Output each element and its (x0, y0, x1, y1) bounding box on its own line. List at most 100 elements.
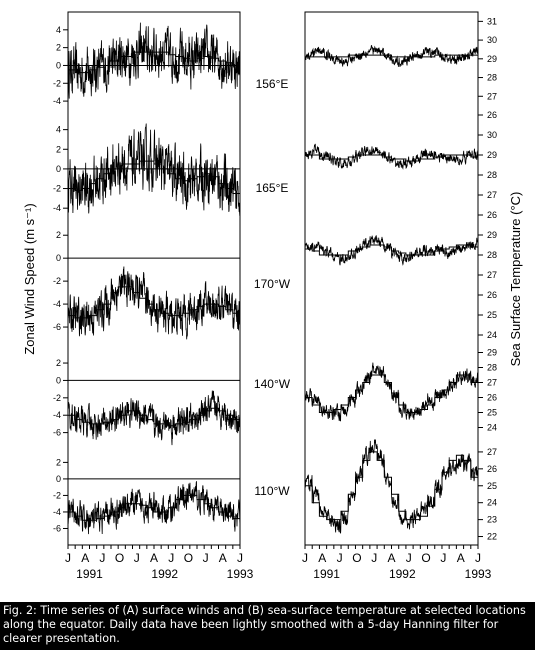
x-tick-label: A (219, 551, 227, 565)
y-tick-label: 28 (487, 73, 497, 83)
y-tick-label: 2 (56, 43, 61, 53)
y-tick-label: -6 (53, 322, 61, 332)
y-tick-label: -2 (53, 276, 61, 286)
year-label: 1993 (465, 567, 492, 581)
y-tick-label: 0 (56, 375, 61, 385)
y-tick-label: 0 (56, 60, 61, 70)
x-tick-label: A (150, 551, 158, 565)
x-tick-label: O (115, 551, 124, 565)
y-tick-label: 4 (56, 25, 61, 35)
y-tick-label: 27 (487, 447, 497, 457)
y-tick-label: 27 (487, 270, 497, 280)
x-tick-label: J (371, 551, 377, 565)
y-tick-label: -2 (53, 78, 61, 88)
station-label-4: 110°W (254, 484, 290, 498)
station-label-2: 170°W (254, 277, 291, 291)
x-tick-label: J (134, 551, 140, 565)
y-tick-label: 25 (487, 310, 497, 320)
y-tick-label: 28 (487, 170, 497, 180)
figure: J A J O J A J O J A J 1991 1992 1993 Zonal Wind Speed … (22, 11, 523, 581)
figure-caption: Fig. 2: Time series of (A) surface winds… (0, 602, 535, 650)
y-tick-label: 25 (487, 408, 497, 418)
y-tick-label: 24 (487, 423, 497, 433)
daily-series-A-1 (67, 123, 241, 217)
daily-series-B-1 (304, 143, 479, 170)
y-tick-label: 29 (487, 54, 497, 64)
y-tick-label: 0 (56, 474, 61, 484)
y-tick-label: 23 (487, 515, 497, 525)
y-tick-label: 26 (487, 393, 497, 403)
panel-B-frame (304, 11, 479, 546)
daily-series-B-4 (304, 439, 479, 534)
x-tick-label: J (237, 551, 243, 565)
y-tick-label: -2 (53, 490, 61, 500)
daily-series-B-2 (304, 235, 479, 266)
y-tick-label: 26 (487, 464, 497, 474)
y-tick-label: -4 (53, 96, 61, 106)
year-label: 1991 (313, 567, 340, 581)
y-tick-label: 24 (487, 330, 497, 340)
daily-series-A-3 (67, 390, 241, 446)
x-tick-label: J (440, 551, 446, 565)
y-tick-label: 28 (487, 250, 497, 260)
year-label: 1992 (389, 567, 416, 581)
panel-A-frame (67, 11, 241, 546)
x-tick-label: O (184, 551, 193, 565)
y-tick-label: 30 (487, 130, 497, 140)
y-tick-label: 28 (487, 363, 497, 373)
daily-series-A-2 (67, 266, 241, 340)
y-tick-label: 24 (487, 498, 497, 508)
x-tick-label: J (203, 551, 209, 565)
y-tick-label: -4 (53, 299, 61, 309)
y-tick-label: 4 (56, 125, 61, 135)
x-tick-label: J (475, 551, 481, 565)
x-tick-label: O (352, 551, 361, 565)
y-tick-label: 25 (487, 481, 497, 491)
y-tick-label: -2 (53, 393, 61, 403)
y-tick-label: -4 (53, 410, 61, 420)
y-tick-label: 27 (487, 91, 497, 101)
x-tick-label: A (318, 551, 326, 565)
y-tick-label: 27 (487, 378, 497, 388)
y-tick-label: 0 (56, 253, 61, 263)
station-label-3: 140°W (254, 377, 291, 391)
x-tick-label: J (65, 551, 71, 565)
daily-series-B-0 (304, 45, 479, 67)
x-tick-label: J (302, 551, 308, 565)
y-tick-label: 29 (487, 230, 497, 240)
y-tick-label: 0 (56, 164, 61, 174)
year-label: 1992 (151, 567, 178, 581)
y-axis-label-A: Zonal Wind Speed (m s⁻¹) (22, 203, 37, 354)
y-tick-label: 29 (487, 150, 497, 160)
year-label: 1993 (227, 567, 254, 581)
y-tick-label: 22 (487, 532, 497, 542)
y-tick-label: -4 (53, 507, 61, 517)
y-axis-label-B: Sea Surface Temperature (°C) (508, 192, 523, 367)
daily-series-B-3 (304, 362, 479, 422)
y-tick-label: 2 (56, 457, 61, 467)
daily-series-A-0 (67, 22, 241, 99)
y-tick-label: 27 (487, 190, 497, 200)
y-tick-label: -6 (53, 428, 61, 438)
station-label-0: 156°E (256, 77, 289, 91)
x-tick-label: O (421, 551, 430, 565)
y-tick-label: 2 (56, 230, 61, 240)
y-tick-label: 2 (56, 144, 61, 154)
station-label-1: 165°E (256, 181, 289, 195)
y-tick-label: 31 (487, 16, 497, 26)
x-tick-label: A (387, 551, 395, 565)
y-tick-label: -4 (53, 203, 61, 213)
y-tick-label: -6 (53, 523, 61, 533)
y-tick-label: 26 (487, 290, 497, 300)
y-tick-label: -2 (53, 184, 61, 194)
y-tick-label: 2 (56, 358, 61, 368)
y-tick-label: 29 (487, 348, 497, 358)
daily-series-A-4 (67, 481, 241, 535)
x-tick-label: A (81, 551, 89, 565)
x-tick-label: A (457, 551, 465, 565)
x-tick-label: J (99, 551, 105, 565)
year-label: 1991 (76, 567, 103, 581)
y-tick-label: 26 (487, 210, 497, 220)
y-tick-label: 30 (487, 35, 497, 45)
